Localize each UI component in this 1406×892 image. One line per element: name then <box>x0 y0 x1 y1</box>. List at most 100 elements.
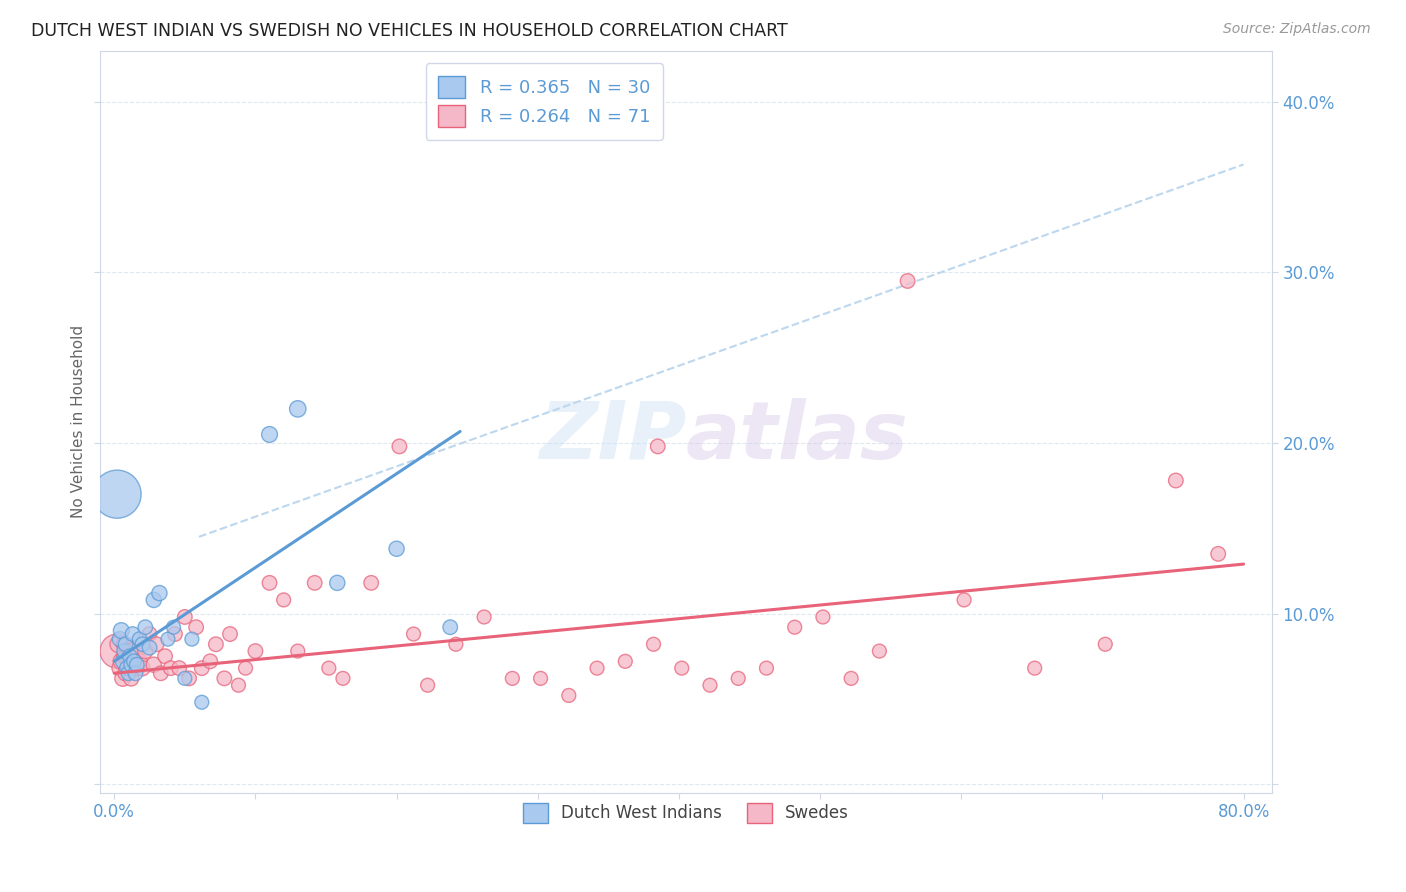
Point <box>214 672 236 686</box>
Point <box>108 632 131 647</box>
Point <box>1206 547 1229 561</box>
Point <box>755 661 778 675</box>
Point <box>868 644 890 658</box>
Point <box>811 610 834 624</box>
Point <box>125 661 148 675</box>
Point <box>259 427 281 442</box>
Point <box>163 627 186 641</box>
Text: Source: ZipAtlas.com: Source: ZipAtlas.com <box>1223 22 1371 37</box>
Point <box>131 661 153 675</box>
Point <box>120 672 142 686</box>
Point <box>200 654 222 668</box>
Point <box>501 672 523 686</box>
Point <box>273 593 295 607</box>
Point <box>112 649 135 664</box>
Point <box>184 620 207 634</box>
Point <box>138 627 160 641</box>
Point <box>228 678 250 692</box>
Point <box>124 649 146 664</box>
Point <box>110 624 132 638</box>
Point <box>134 620 156 634</box>
Point <box>699 678 721 692</box>
Point <box>643 637 665 651</box>
Point <box>287 644 309 658</box>
Point <box>360 575 382 590</box>
Point <box>180 632 202 647</box>
Point <box>1024 661 1046 675</box>
Point <box>153 649 176 664</box>
Point <box>205 637 228 651</box>
Point <box>472 610 495 624</box>
Point <box>191 695 214 709</box>
Point <box>114 666 136 681</box>
Point <box>671 661 693 675</box>
Point <box>388 439 411 453</box>
Point <box>727 672 749 686</box>
Point <box>167 661 190 675</box>
Point <box>647 439 669 453</box>
Point <box>105 644 128 658</box>
Point <box>162 620 184 634</box>
Text: DUTCH WEST INDIAN VS SWEDISH NO VEHICLES IN HOUSEHOLD CORRELATION CHART: DUTCH WEST INDIAN VS SWEDISH NO VEHICLES… <box>31 22 787 40</box>
Point <box>112 637 135 651</box>
Point <box>287 401 309 416</box>
Point <box>122 654 145 668</box>
Point <box>402 627 425 641</box>
Point <box>159 661 181 675</box>
Point <box>131 637 153 651</box>
Point <box>439 620 461 634</box>
Point <box>128 632 150 647</box>
Point <box>110 654 132 668</box>
Point <box>138 640 160 655</box>
Point <box>117 666 139 681</box>
Point <box>112 644 135 658</box>
Point <box>107 637 129 651</box>
Point <box>125 657 148 672</box>
Point <box>259 575 281 590</box>
Point <box>134 644 156 658</box>
Point <box>121 627 143 641</box>
Point <box>614 654 637 668</box>
Point <box>245 644 267 658</box>
Point <box>326 575 349 590</box>
Point <box>586 661 609 675</box>
Point <box>332 672 354 686</box>
Text: atlas: atlas <box>686 398 908 475</box>
Point <box>953 593 976 607</box>
Point <box>117 661 139 675</box>
Point <box>1164 474 1187 488</box>
Y-axis label: No Vehicles in Household: No Vehicles in Household <box>72 325 86 518</box>
Point <box>173 672 195 686</box>
Point <box>111 672 134 686</box>
Point <box>235 661 257 675</box>
Point <box>111 654 134 668</box>
Point <box>897 274 920 288</box>
Point <box>318 661 340 675</box>
Point <box>118 649 141 664</box>
Point <box>128 654 150 668</box>
Point <box>115 649 138 664</box>
Point <box>114 637 136 651</box>
Text: ZIP: ZIP <box>538 398 686 475</box>
Point <box>839 672 862 686</box>
Point <box>149 666 172 681</box>
Point <box>115 661 138 675</box>
Point <box>783 620 806 634</box>
Point <box>122 657 145 672</box>
Point <box>177 672 200 686</box>
Point <box>1094 637 1116 651</box>
Point <box>191 661 214 675</box>
Point <box>219 627 242 641</box>
Point <box>142 657 165 672</box>
Point <box>145 637 167 651</box>
Point <box>558 689 581 703</box>
Point <box>120 657 142 672</box>
Point <box>142 593 165 607</box>
Point <box>444 637 467 651</box>
Point <box>118 644 141 658</box>
Point <box>156 632 179 647</box>
Point <box>304 575 326 590</box>
Point <box>416 678 439 692</box>
Point <box>124 666 146 681</box>
Point <box>173 610 195 624</box>
